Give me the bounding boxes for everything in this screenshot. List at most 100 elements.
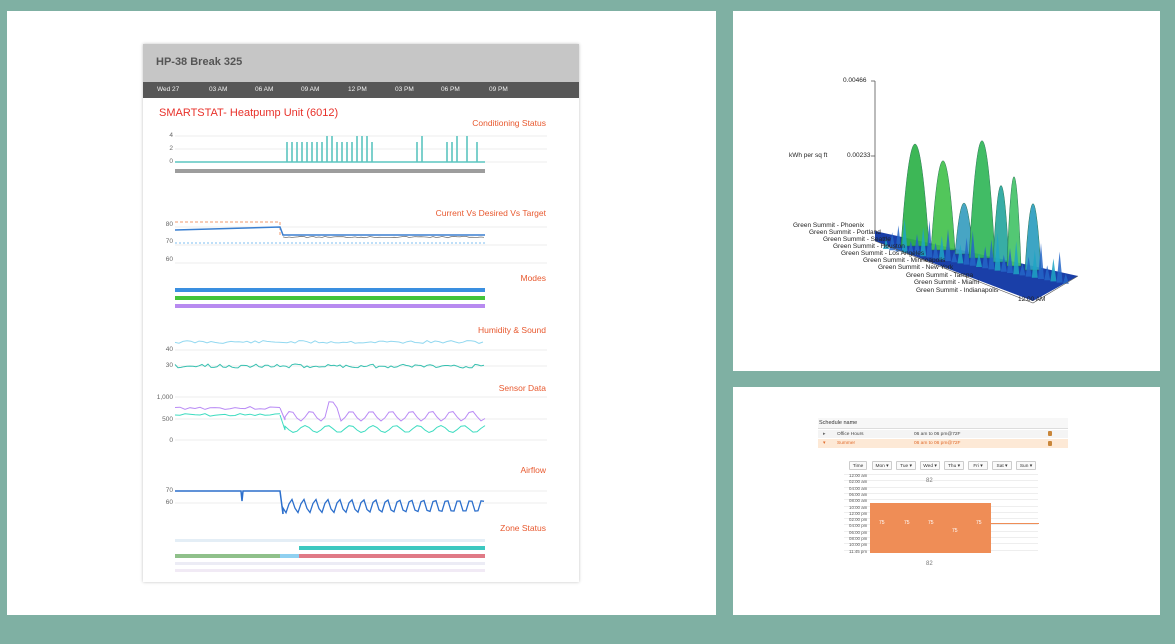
location-label: Green Summit - Phoenix [793,222,865,229]
time-slot-label: 08:00 pm [849,536,868,541]
zone-band [175,569,485,572]
section-title-conditioning: Conditioning Status [472,118,546,128]
expand-icon[interactable]: ▸ [823,431,826,437]
time-label: 03 AM [209,86,228,93]
y-tick: 2 [169,145,173,152]
surface-chart-panel: 0.00466 kWh per sq ft 0.00233 Green Summ… [733,11,1160,371]
zone-status-chart [175,539,485,572]
airflow-chart [175,490,547,515]
sensor-line-b-after [279,414,486,434]
time-label: 06 PM [441,86,460,93]
surface-ridge [1038,243,1044,279]
time-column-header: Time [849,461,867,470]
schedule-row-name: Office Hours [837,432,864,437]
y-tick: 500 [162,416,173,423]
surface-ridge [895,225,902,252]
day-dropdown-sun[interactable]: Sun ▾ [1016,461,1036,470]
time-label: 03 PM [395,86,414,93]
y-tick: 0 [169,158,173,165]
dashboard-panel: HP-38 Break 325 Wed 27 03 AM 06 AM 09 AM… [7,11,716,615]
surface-ridge [883,239,889,249]
heatpump-dashboard: HP-38 Break 325 Wed 27 03 AM 06 AM 09 AM… [143,44,579,582]
schedule-row[interactable] [818,430,1068,438]
sensor-line-b [174,413,281,417]
collapse-icon[interactable]: ▾ [823,440,826,446]
surface-peak [992,185,1010,263]
day-dropdown-wed[interactable]: Wed ▾ [920,461,940,470]
surface-ridge [945,229,951,261]
schedule-panel: Schedule name ▸ Office Hours 06 am to 06… [733,387,1160,615]
surface-peak [968,140,996,259]
surface-peak [930,160,956,251]
surface-ridge [1013,241,1020,275]
surface-ridge [1025,256,1032,277]
schedule-gridline [844,486,1038,488]
y-tick: 70 [165,487,173,494]
schedule-row-selected[interactable] [818,439,1068,448]
surface-ridge [969,230,976,266]
location-label: Green Summit - New York [878,264,954,271]
time-slot-label: 12:00 am [849,473,868,478]
schedule-gridline [844,499,1038,501]
schedule-gridline [844,492,1038,494]
time-label: 12 PM [348,86,367,93]
schedule-gridline [844,480,1038,482]
schedule-block[interactable] [870,503,991,553]
current-desired-target-chart [174,221,547,264]
actual-line [282,235,485,239]
sensor-line-a [174,406,281,410]
schedule-gridline [844,474,1038,475]
surface-ridge [951,251,958,263]
trash-icon[interactable] [1048,431,1052,436]
surface-ridge [938,235,945,260]
surface-ridge [1019,263,1026,276]
dashboard-title: HP-38 Break 325 [156,56,243,68]
sensor-data-chart [174,396,547,441]
zone-band-a [175,554,280,558]
day-dropdown-thu[interactable]: Thu ▾ [944,461,964,470]
day-dropdown-sat[interactable]: Sat ▾ [992,461,1012,470]
base-axes [874,240,1079,304]
humidity-sound-chart [174,340,547,369]
trash-icon[interactable] [1048,441,1052,446]
airflow-line-a [175,490,284,515]
time-slot-label: 04:00 pm [849,523,868,529]
time-slot-label: 06:00 am [849,491,868,497]
location-label: Green Summit - Indianapolis [916,287,999,294]
sensor-line-a-after [279,401,486,422]
schedule-header [818,418,1068,429]
location-label: Green Summit - Houston [833,243,905,250]
time-tick: 12:00 AM [1018,296,1046,303]
y-tick: 1,000 [156,394,173,401]
day-dropdown-tue[interactable]: Tue ▾ [896,461,916,470]
surface-ridge [1062,273,1069,284]
time-label: 09 AM [301,86,320,93]
surface-peak [900,144,930,247]
time-slot-label: 06:00 pm [849,529,868,535]
surface-ridge [982,246,989,269]
conditioning-status-chart [175,135,547,173]
mode-band-fan [175,296,485,300]
zone-band-b [280,554,299,558]
off-temp-label: 82 [926,478,933,484]
time-slot-label: 02:00 am [849,479,868,485]
surface-ridge [994,232,1001,271]
day-dropdown-fri[interactable]: Fri ▾ [968,461,988,470]
schedule-row-range: 06 am to 06 pm@72F [914,432,961,437]
schedule-block-line [991,523,1039,524]
surface-ridge [1000,254,1007,272]
y-tick: 30 [165,362,173,369]
z-tick: 0.00466 [843,77,867,84]
block-temp: 75 [928,520,934,526]
zone-band-c [299,554,485,558]
section-title-modes: Modes [520,273,546,283]
z-tick: 0.00233 [847,152,871,159]
surface-peak [1006,176,1022,267]
time-label: 06 AM [255,86,274,93]
day-dropdown-mon[interactable]: Mon ▾ [872,461,892,470]
section-title-sensor: Sensor Data [498,383,546,393]
time-slot-label: 12:00 pm [849,510,868,516]
humidity-line [174,363,485,369]
mode-band-auto [175,304,485,308]
surface-ridge [1050,258,1057,282]
